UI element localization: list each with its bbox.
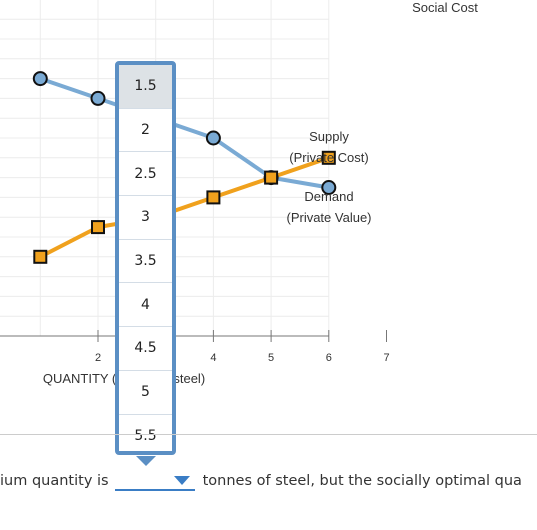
x-tick-label: 4	[210, 352, 216, 364]
demand-label-line2: (Private Value)	[286, 210, 371, 225]
supply-curve-line	[39, 155, 330, 259]
supply-demand-chart: 234567 QUANTITY (tonnes of steel) Social…	[0, 0, 478, 388]
supply-point	[321, 150, 336, 165]
question-text-part2: tonnes of steel, but the socially optima…	[202, 473, 522, 489]
social-cost-label: Social Cost	[412, 0, 478, 15]
x-tick-label: 7	[383, 352, 389, 364]
supply-label-line1: Supply	[309, 129, 349, 144]
supply-label-line2: (Private Cost)	[289, 150, 368, 165]
question-text-part1: ium quantity is	[0, 473, 109, 489]
supply-point	[33, 249, 48, 264]
dropdown-option[interactable]: 2	[119, 109, 172, 153]
demand-point	[32, 71, 48, 87]
x-tick-label: 5	[268, 352, 274, 364]
supply-point	[264, 170, 279, 185]
supply-point	[91, 220, 105, 235]
dropdown-option[interactable]: 5.5	[134, 428, 157, 445]
x-tick-label: 6	[326, 352, 332, 364]
dropdown-option[interactable]: 4	[119, 283, 172, 328]
question-sentence: ium quantity is tonnes of steel, but the…	[0, 471, 522, 491]
dropdown-option[interactable]: 3.5	[119, 240, 172, 284]
quantity-dropdown-list[interactable]: 1.5 2 2.5 3 3.5 4 4.5 5 5.5	[115, 61, 176, 455]
section-divider	[0, 434, 537, 435]
dropdown-option[interactable]: 4.5	[119, 327, 172, 371]
chevron-down-icon	[173, 476, 190, 485]
x-tick-label: 2	[95, 352, 101, 364]
dropdown-option[interactable]: 2.5	[119, 152, 172, 197]
dropdown-option[interactable]: 3	[119, 196, 172, 240]
dropdown-option[interactable]: 1.5	[119, 65, 172, 109]
demand-label-line1: Demand	[304, 189, 353, 204]
dropdown-option[interactable]: 5	[119, 371, 172, 415]
quantity-select[interactable]	[114, 471, 195, 491]
demand-curve-line	[39, 76, 330, 190]
supply-point	[206, 190, 221, 205]
demand-point	[205, 130, 221, 146]
dropdown-pointer-icon	[136, 456, 156, 466]
demand-point	[321, 180, 337, 195]
demand-point	[90, 90, 106, 106]
x-axis: 234567	[0, 330, 390, 364]
